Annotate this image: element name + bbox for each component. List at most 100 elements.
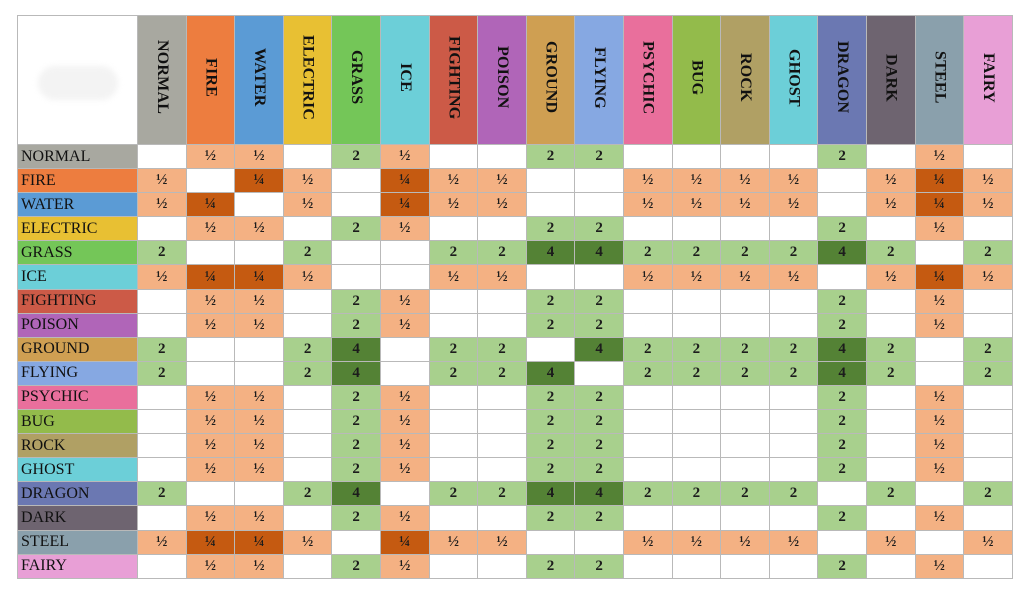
matrix-cell: ½ — [768, 529, 819, 555]
matrix-cell: ½ — [234, 384, 284, 411]
matrix-cell: 2 — [331, 143, 381, 170]
column-header-ice: ICE — [379, 15, 430, 145]
matrix-cell: ½ — [477, 192, 527, 218]
matrix-cell — [234, 481, 284, 507]
matrix-cell: ½ — [379, 216, 430, 242]
matrix-cell: ¼ — [379, 168, 430, 194]
matrix-cell: ½ — [914, 433, 965, 459]
matrix-cell — [331, 168, 381, 194]
matrix-cell: ¼ — [914, 168, 965, 194]
matrix-cell: ½ — [234, 143, 284, 170]
column-header-label: FLYING — [591, 46, 609, 109]
column-header-dark: DARK — [865, 15, 916, 145]
matrix-cell: ¼ — [379, 192, 430, 218]
matrix-cell: 2 — [720, 360, 770, 386]
column-header-ground: GROUND — [525, 15, 576, 145]
table-row: DARK ½ ½ 2 ½ 2 2 2 ½ — [17, 505, 1013, 531]
matrix-cell: ½ — [671, 529, 722, 555]
matrix-cell — [234, 192, 284, 218]
matrix-cell: ½ — [768, 168, 819, 194]
row-header-dragon: DRAGON — [17, 481, 138, 507]
matrix-cell: ½ — [428, 192, 479, 218]
row-header-steel: STEEL — [17, 529, 138, 555]
matrix-cell — [671, 288, 722, 314]
matrix-cell — [817, 481, 867, 507]
table-row: ICE ½ ¼ ¼ ½ ½ ½ ½ ½ ½ ½ ½ ¼ ½ — [17, 264, 1013, 290]
matrix-cell: ¼ — [234, 264, 284, 290]
matrix-cell: ¼ — [914, 192, 965, 218]
matrix-cell: ½ — [720, 192, 770, 218]
column-header-rock: ROCK — [720, 15, 770, 145]
matrix-cell: 2 — [477, 240, 527, 266]
matrix-cell: ½ — [914, 288, 965, 314]
matrix-cell: ½ — [963, 529, 1013, 555]
matrix-cell: ½ — [720, 264, 770, 290]
matrix-cell — [622, 553, 673, 579]
matrix-cell: ½ — [671, 264, 722, 290]
matrix-cell — [914, 529, 965, 555]
matrix-cell — [720, 143, 770, 170]
column-header-fire: FIRE — [185, 15, 236, 145]
matrix-cell — [622, 384, 673, 411]
matrix-cell: 2 — [574, 505, 624, 531]
matrix-cell — [720, 505, 770, 531]
matrix-cell: ½ — [185, 312, 236, 338]
column-header-label: DRAGON — [834, 41, 852, 114]
table-row: FLYING 2 2 4 2 2 4 2 2 2 2 4 2 2 — [17, 360, 1013, 386]
matrix-cell: 2 — [817, 433, 867, 459]
matrix-cell — [477, 384, 527, 411]
matrix-cell — [282, 433, 333, 459]
matrix-cell: 2 — [817, 216, 867, 242]
matrix-cell — [914, 360, 965, 386]
matrix-cell: 2 — [477, 336, 527, 362]
matrix-cell: ½ — [379, 433, 430, 459]
matrix-cell — [671, 553, 722, 579]
matrix-cell: 2 — [525, 505, 576, 531]
matrix-cell: ½ — [914, 384, 965, 411]
matrix-cell — [428, 143, 479, 170]
matrix-cell: ½ — [137, 168, 187, 194]
matrix-cell: ¼ — [185, 264, 236, 290]
matrix-cell — [477, 505, 527, 531]
matrix-cell — [622, 312, 673, 338]
matrix-cell: 4 — [574, 336, 624, 362]
column-header-psychic: PSYCHIC — [622, 15, 673, 145]
matrix-cell: ½ — [234, 505, 284, 531]
matrix-cell — [137, 288, 187, 314]
matrix-cell — [865, 553, 916, 579]
matrix-cell: ½ — [234, 288, 284, 314]
column-header-flying: FLYING — [574, 15, 624, 145]
matrix-cell: 2 — [137, 360, 187, 386]
matrix-cell: 2 — [331, 433, 381, 459]
matrix-cell — [768, 457, 819, 483]
matrix-cell — [525, 264, 576, 290]
matrix-cell — [428, 409, 479, 435]
matrix-cell — [768, 505, 819, 531]
matrix-cell: ½ — [914, 216, 965, 242]
matrix-cell: 2 — [525, 409, 576, 435]
matrix-cell: ¼ — [185, 529, 236, 555]
column-header-ghost: GHOST — [768, 15, 819, 145]
type-chart: NORMAL FIRE WATER ELECTRIC GRASS ICE FIGHTING P… — [17, 15, 1013, 579]
column-header-dragon: DRAGON — [817, 15, 867, 145]
row-header-flying: FLYING — [17, 360, 138, 386]
matrix-cell — [428, 457, 479, 483]
matrix-cell — [185, 360, 236, 386]
matrix-cell: ½ — [234, 433, 284, 459]
matrix-cell — [671, 409, 722, 435]
matrix-cell: ½ — [379, 288, 430, 314]
matrix-cell — [379, 360, 430, 386]
column-header-label: GRASS — [348, 50, 366, 105]
matrix-cell — [525, 168, 576, 194]
matrix-cell: 2 — [865, 481, 916, 507]
matrix-cell: 2 — [525, 553, 576, 579]
column-header-label: NORMAL — [153, 40, 171, 115]
matrix-cell — [720, 288, 770, 314]
matrix-cell: 2 — [525, 384, 576, 411]
matrix-cell: 2 — [574, 288, 624, 314]
matrix-cell: 2 — [817, 143, 867, 170]
matrix-cell — [525, 192, 576, 218]
matrix-cell — [963, 433, 1013, 459]
matrix-cell — [525, 529, 576, 555]
matrix-cell — [768, 312, 819, 338]
